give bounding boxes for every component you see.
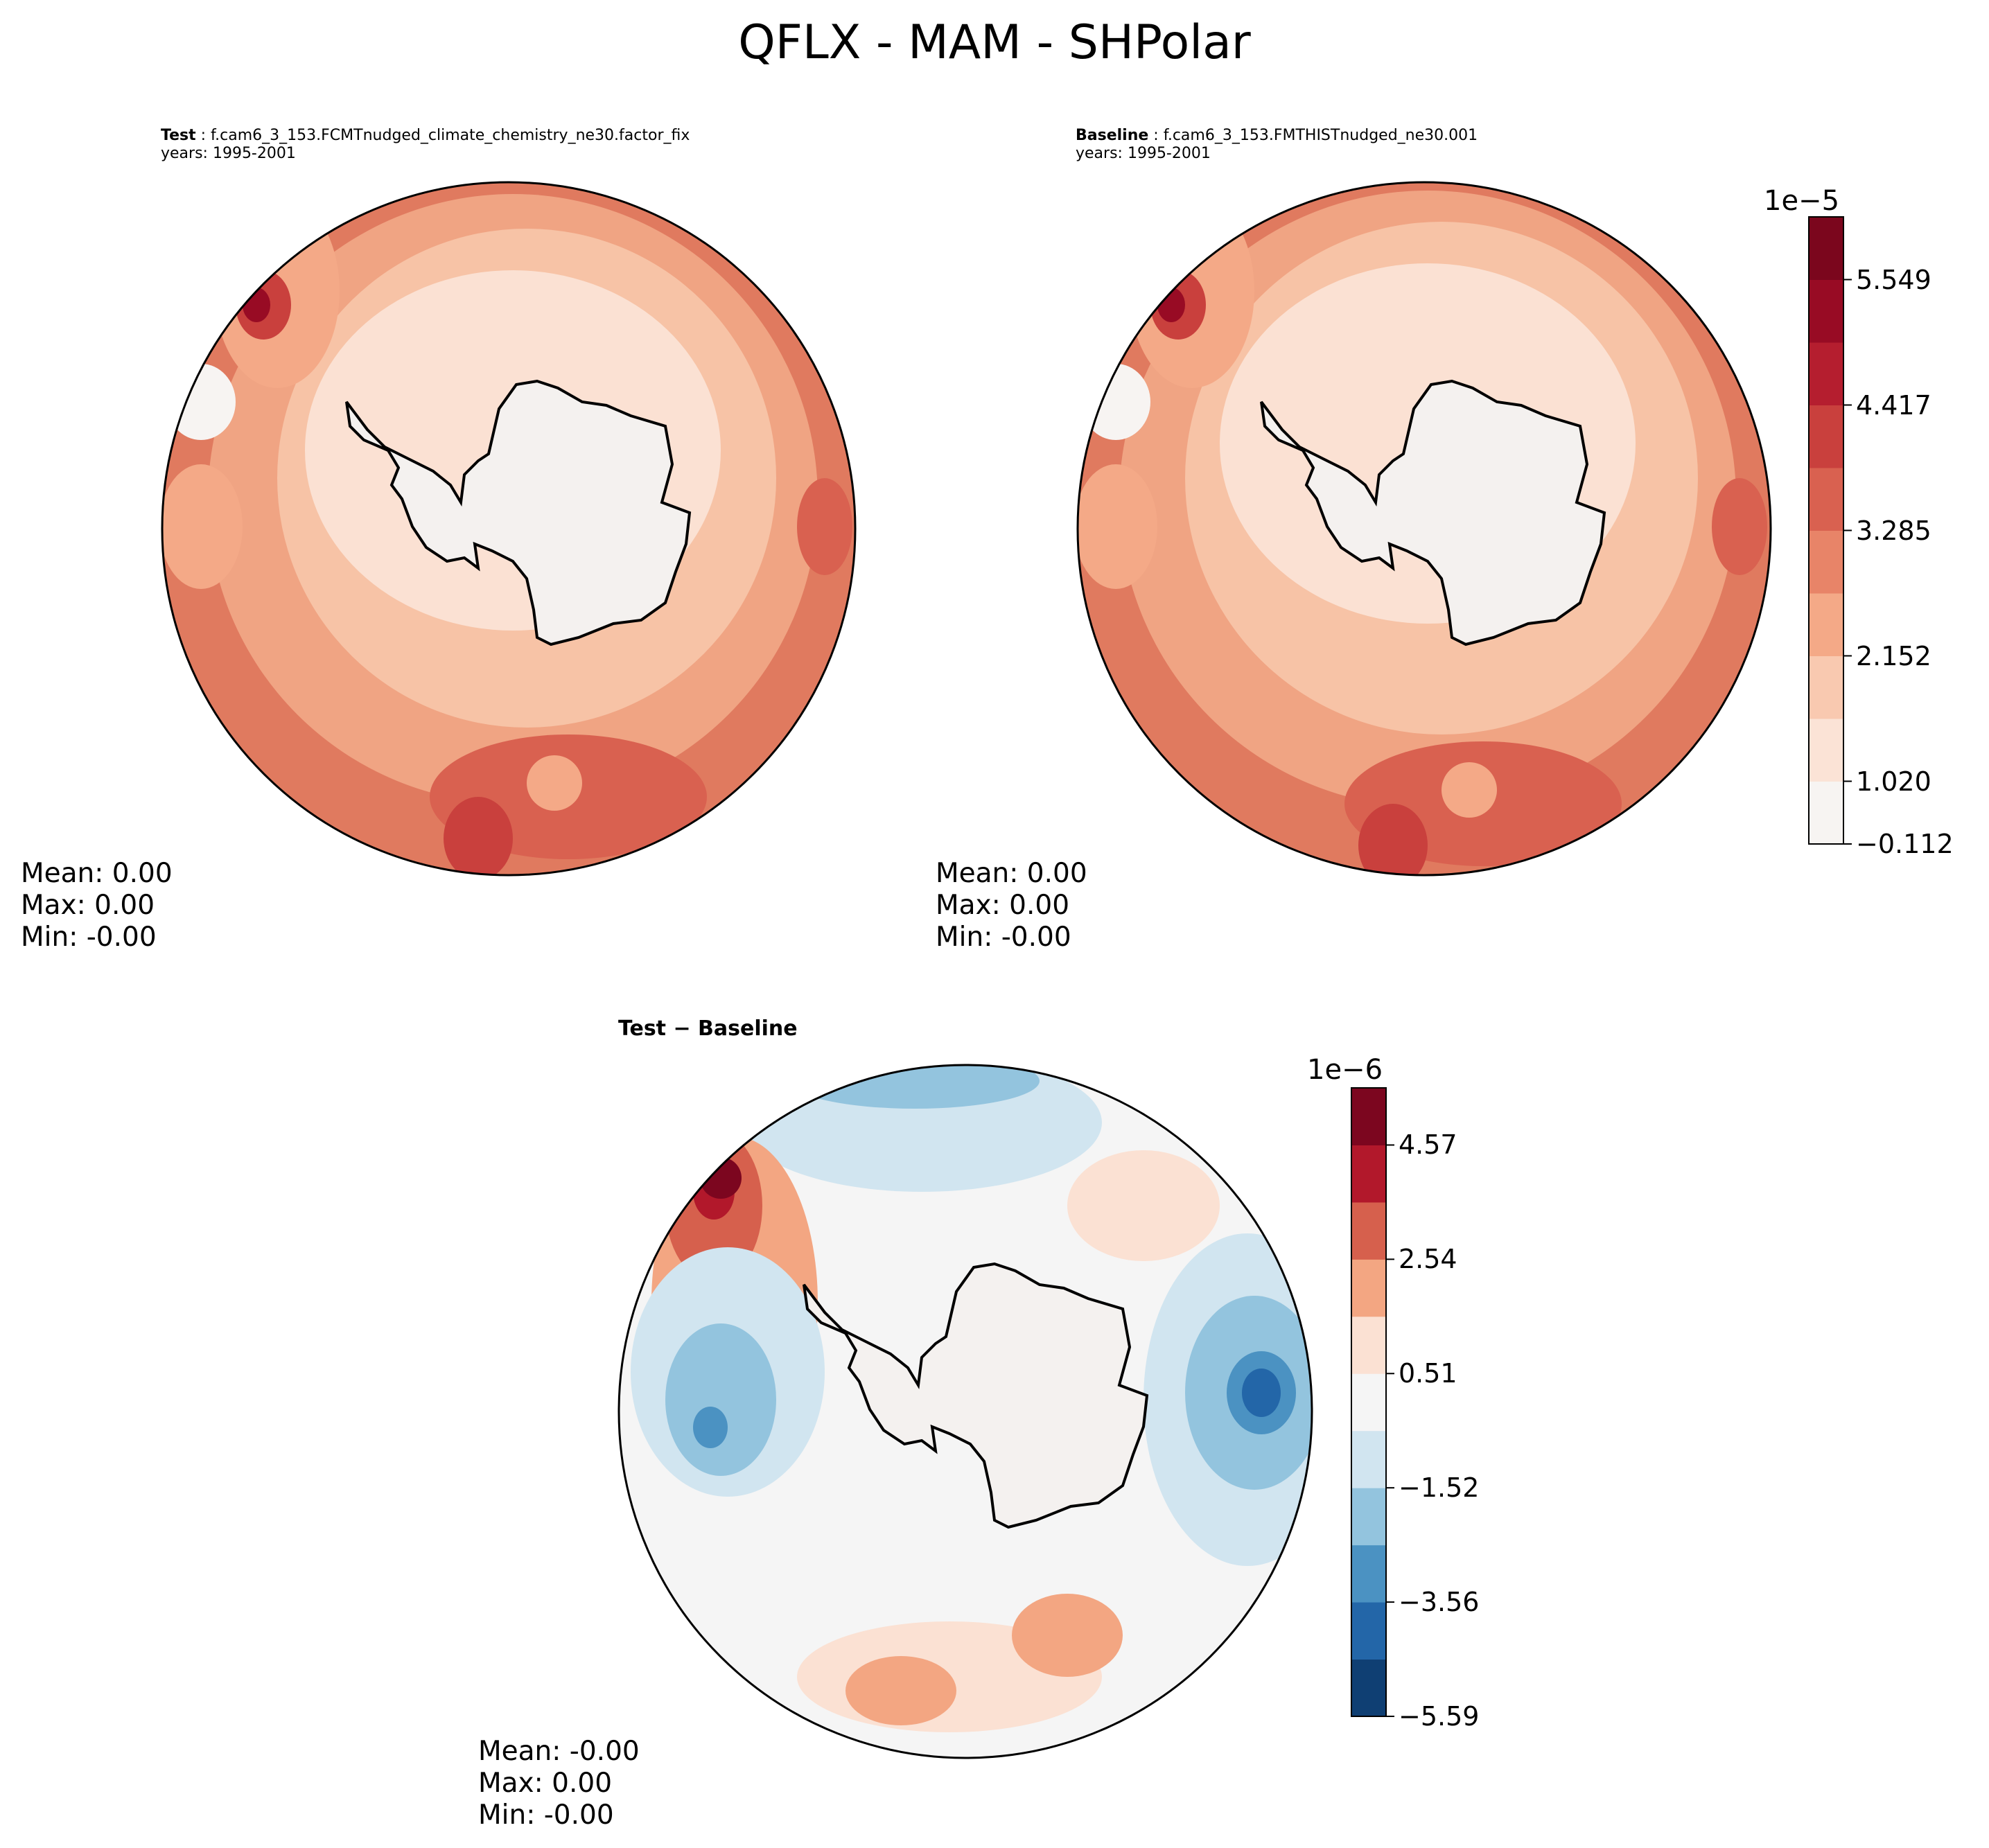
colorbar-bottom-swatch: [1351, 1488, 1386, 1546]
colorbar-bottom-tick-label: −1.52: [1399, 1472, 1480, 1504]
baseline-case-label: Baseline : f.cam6_3_153.FMTHISTnudged_ne…: [1076, 127, 1478, 162]
test-years: years: 1995-2001: [161, 145, 296, 162]
colorbar-top-swatch: [1809, 719, 1843, 782]
colorbar-top-swatch: [1809, 530, 1843, 594]
colorbar-bottom-exponent: 1e−6: [1307, 1054, 1383, 1086]
colorbar-bottom-tick-label: 0.51: [1399, 1358, 1457, 1389]
baseline-mean: Mean: 0.00: [936, 858, 1087, 889]
colorbar-bottom-tick-label: 2.54: [1399, 1244, 1457, 1275]
colorbar-bottom-tick-label: −3.56: [1399, 1587, 1480, 1618]
colorbar-top-tick-label: 5.549: [1856, 264, 1931, 295]
colorbar-top-swatch: [1809, 468, 1843, 531]
test-case-label: Test : f.cam6_3_153.FCMTnudged_climate_c…: [161, 127, 690, 162]
diff-map: [617, 1064, 1313, 1759]
figure-title: QFLX - MAM - SHPolar: [738, 15, 1251, 70]
test-min: Min: -0.00: [21, 922, 157, 953]
test-stats: Mean: 0.00 Max: 0.00 Min: -0.00: [21, 858, 173, 953]
baseline-years: years: 1995-2001: [1076, 145, 1211, 162]
baseline-case-name: f.cam6_3_153.FMTHISTnudged_ne30.001: [1163, 127, 1478, 144]
colorbar-top-exponent: 1e−5: [1764, 185, 1840, 217]
colorbar-top-swatch: [1809, 781, 1843, 845]
colorbar-bottom-swatch: [1351, 1088, 1386, 1145]
colorbar-top-tick-label: −0.112: [1856, 829, 1954, 859]
diff-mean: Mean: -0.00: [478, 1736, 640, 1767]
colorbar-bottom-swatch: [1351, 1373, 1386, 1432]
colorbar-top-swatch: [1809, 342, 1843, 405]
colorbar-top-tick-label: 3.285: [1856, 515, 1931, 546]
baseline-min: Min: -0.00: [936, 922, 1071, 953]
diff-title: Test − Baseline: [618, 1017, 798, 1041]
colorbar-bottom-swatch: [1351, 1202, 1386, 1260]
colorbar-bottom-frame: [1351, 1087, 1387, 1717]
colorbar-top-swatch: [1809, 217, 1843, 280]
colorbar-top-tick-label: 1.020: [1856, 766, 1931, 797]
colorbar-top-tick-label: 4.417: [1856, 389, 1931, 421]
colorbar-bottom-swatch: [1351, 1259, 1386, 1317]
baseline-map: [1076, 181, 1772, 877]
colorbar-top: [1808, 216, 1852, 845]
colorbar-bottom-tick-label: −5.59: [1399, 1701, 1480, 1732]
test-case-tag: Test: [161, 127, 196, 144]
colorbar-bottom-swatch: [1351, 1316, 1386, 1374]
colorbar-top-swatch: [1809, 593, 1843, 656]
test-max: Max: 0.00: [21, 890, 155, 921]
colorbar-top-swatch: [1809, 279, 1843, 343]
colorbar-bottom-swatch: [1351, 1145, 1386, 1203]
colorbar-top-swatch: [1809, 405, 1843, 468]
test-mean: Mean: 0.00: [21, 858, 173, 889]
colorbar-bottom-swatch: [1351, 1545, 1386, 1603]
test-case-name: f.cam6_3_153.FCMTnudged_climate_chemistr…: [211, 127, 690, 144]
colorbar-bottom-tick-label: 4.57: [1399, 1129, 1457, 1161]
colorbar-top-tick-label: 2.152: [1856, 640, 1931, 671]
baseline-max: Max: 0.00: [936, 890, 1070, 921]
baseline-case-tag: Baseline: [1076, 127, 1149, 144]
diff-max: Max: 0.00: [478, 1768, 613, 1799]
colorbar-top-swatch: [1809, 655, 1843, 719]
diff-min: Min: -0.00: [478, 1799, 614, 1831]
test-map: [161, 181, 857, 877]
colorbar-bottom: [1351, 1087, 1394, 1717]
colorbar-bottom-swatch: [1351, 1602, 1386, 1660]
baseline-stats: Mean: 0.00 Max: 0.00 Min: -0.00: [936, 858, 1087, 953]
diff-stats: Mean: -0.00 Max: 0.00 Min: -0.00: [478, 1736, 640, 1831]
colorbar-bottom-swatch: [1351, 1430, 1386, 1488]
colorbar-bottom-swatch: [1351, 1659, 1386, 1717]
